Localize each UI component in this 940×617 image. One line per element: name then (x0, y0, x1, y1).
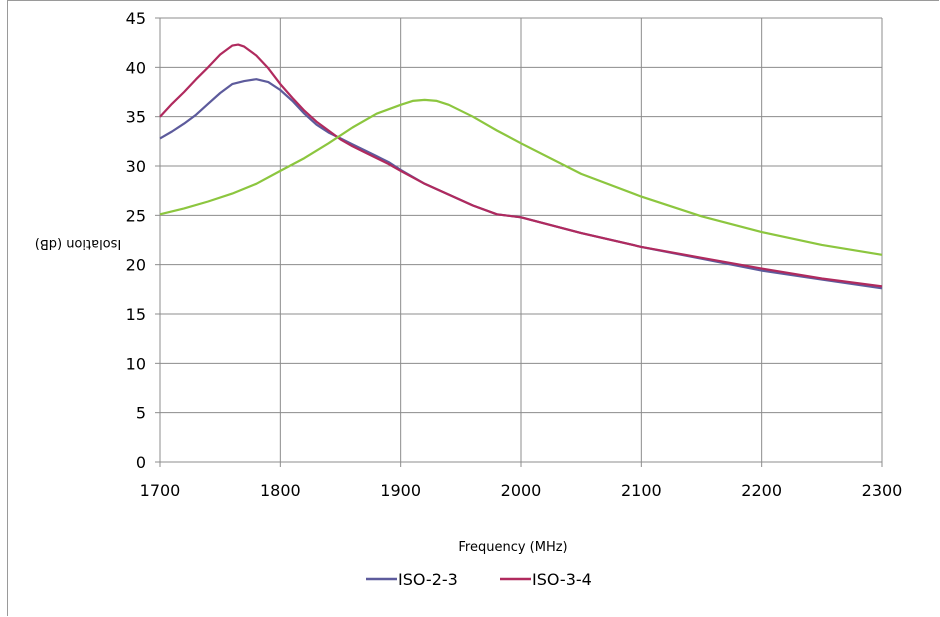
y-tick-label: 25 (126, 206, 146, 225)
series-lines (159, 43, 883, 290)
x-tick-label: 1800 (260, 481, 301, 500)
legend-label: ISO-2-3 (398, 570, 458, 589)
series-line-2 (159, 43, 883, 288)
x-tick-label: 2000 (501, 481, 542, 500)
y-tick-label: 40 (126, 58, 146, 77)
y-tick-label: 45 (126, 9, 146, 28)
y-axis-title: Isolation (dB) (35, 236, 122, 251)
series-line-3 (159, 98, 883, 256)
y-tick-labels: 0 5 10 15 20 25 30 35 40 45 (126, 9, 146, 472)
x-tick-label: 1900 (380, 481, 421, 500)
y-tick-label: 35 (126, 108, 146, 127)
x-tick-label: 2200 (741, 481, 782, 500)
y-tick-label: 0 (136, 453, 146, 472)
legend: ISO-2-3 ISO-3-4 (366, 570, 592, 589)
y-tick-label: 30 (126, 157, 146, 176)
x-tick-label: 2100 (621, 481, 662, 500)
chart-frame (7, 0, 939, 616)
y-tick-label: 5 (136, 404, 146, 423)
legend-label: ISO-3-4 (532, 570, 592, 589)
y-tick-label: 20 (126, 256, 146, 275)
axes (155, 17, 883, 467)
y-tick-label: 15 (126, 305, 146, 324)
x-axis-title: Frequency (MHz) (458, 540, 567, 555)
x-tick-label: 1700 (140, 481, 181, 500)
grid-lines (160, 17, 883, 462)
x-tick-labels: 1700 1800 1900 2000 2100 2200 2300 (140, 481, 903, 500)
y-tick-label: 10 (126, 354, 146, 373)
x-tick-label: 2300 (862, 481, 903, 500)
